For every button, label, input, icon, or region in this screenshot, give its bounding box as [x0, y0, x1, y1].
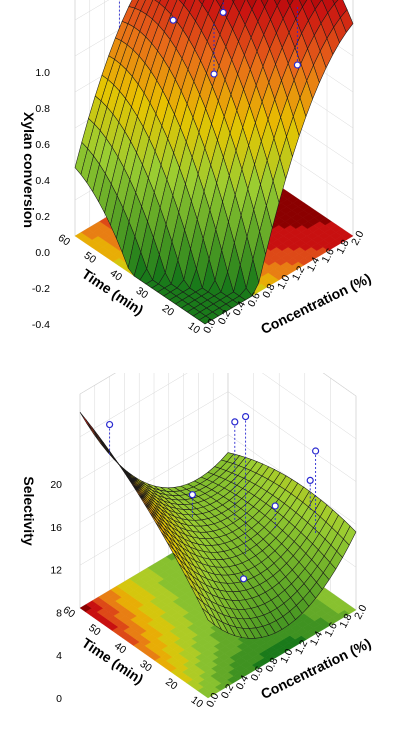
data-point-7 — [240, 575, 248, 583]
y-tick-label-5: 60 — [61, 604, 78, 621]
surface-cell — [201, 608, 215, 626]
z-tick-label-1: -0.2 — [32, 283, 50, 295]
z-tick-label-1: 4 — [56, 650, 62, 662]
response-surface — [79, 412, 357, 639]
data-point-1 — [188, 491, 196, 499]
z-tick-label-0: -0.4 — [32, 319, 50, 331]
chart-svg-0: -0.4-0.20.00.20.40.60.81.00.00.20.40.60.… — [21, 0, 373, 337]
z-tick-label-4: 16 — [50, 522, 62, 534]
observed-points — [118, 0, 301, 78]
z-tick-label-0: 0 — [56, 693, 62, 705]
y-tick-label-5: 60 — [56, 232, 73, 249]
chart-svg-1: 0481216200.00.20.40.60.81.01.21.41.61.82… — [21, 305, 373, 711]
data-point-2 — [169, 16, 177, 24]
surface-cell — [332, 0, 339, 5]
z-axis-title: Xylan conversion — [21, 112, 37, 228]
y-tick-label-0: 10 — [186, 320, 203, 337]
y-tick-label-2: 30 — [138, 658, 155, 675]
z-axis-title: Selectivity — [21, 476, 37, 545]
data-point-2 — [242, 412, 250, 421]
z-tick-label-5: 20 — [50, 479, 62, 491]
y-tick-label-1: 20 — [160, 302, 177, 319]
selectivity-surface-plot: 0 4 8 12 16 20 0.0 0.2 0.4 0.6 0.8 1.0 1.2 1.4 1.6 1.8 2… — [0, 305, 402, 746]
data-point-6 — [306, 476, 314, 485]
z-tick-label-4: 0.4 — [35, 175, 50, 187]
data-point-4 — [210, 70, 218, 78]
z-tick-label-2: 8 — [56, 607, 62, 619]
z-tick-label-7: 1.0 — [35, 67, 50, 79]
response-surface — [74, 0, 354, 325]
z-tick-label-3: 12 — [50, 565, 62, 577]
data-point-3 — [231, 418, 239, 426]
data-point-5 — [293, 61, 301, 69]
z-tick-label-5: 0.6 — [35, 139, 50, 151]
surface-cell — [286, 0, 294, 7]
surface-cell — [260, 0, 269, 8]
z-tick-label-6: 0.8 — [35, 103, 50, 115]
y-tick-label-1: 20 — [163, 676, 180, 693]
y-tick-label-4: 50 — [82, 250, 99, 267]
surface-cell — [198, 315, 213, 325]
xylan-conversion-surface-plot: -0.4 -0.2 0.0 0.2 0.4 0.6 0.8 1.0 0.0 0.2 0.4 0.6 0.… — [0, 0, 402, 373]
surface-cell — [298, 0, 308, 8]
data-point-4 — [271, 502, 279, 510]
observed-points — [105, 412, 320, 583]
surface-cell — [198, 0, 205, 6]
surface-cell — [274, 0, 281, 7]
z-tick-label-3: 0.2 — [35, 211, 50, 223]
data-point-5 — [312, 447, 320, 455]
data-point-0 — [105, 420, 114, 429]
y-tick-label-0: 10 — [189, 694, 206, 711]
data-point-3 — [219, 8, 227, 16]
z-tick-label-2: 0.0 — [35, 247, 50, 259]
